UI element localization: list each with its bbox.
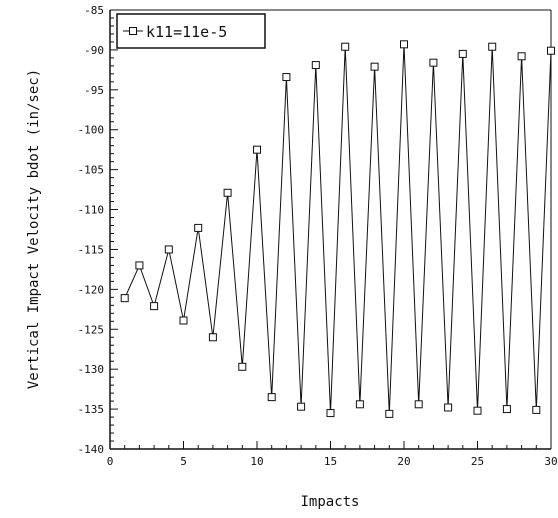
x-axis-ticks: 0 5 10 15 20 25 30 — [107, 441, 558, 468]
series-line — [124, 44, 552, 414]
y-tick-label: -105 — [78, 164, 105, 177]
data-point — [502, 405, 511, 414]
y-axis-title: Vertical Impact Velocity bdot (in/sec) — [26, 69, 42, 389]
data-point — [208, 333, 217, 342]
x-tick-label: 0 — [107, 455, 114, 468]
data-point — [267, 393, 276, 402]
y-tick-label: -135 — [78, 403, 105, 416]
x-tick-label: 15 — [324, 455, 337, 468]
data-point — [385, 409, 394, 418]
data-point — [473, 406, 482, 415]
data-point — [253, 145, 261, 154]
data-point — [429, 58, 438, 67]
data-point — [297, 402, 306, 411]
data-point — [488, 42, 497, 51]
x-axis-title: Impacts — [300, 494, 359, 510]
x-tick-label: 25 — [471, 455, 484, 468]
data-point — [341, 42, 350, 51]
data-point — [164, 245, 173, 254]
data-point — [326, 409, 335, 418]
y-tick-label: -110 — [78, 204, 105, 217]
data-point — [150, 302, 159, 311]
y-tick-label: -100 — [78, 124, 105, 137]
y-tick-label: -115 — [78, 243, 105, 256]
data-point — [532, 405, 541, 414]
data-point — [311, 61, 320, 70]
legend: k11=11e-5 — [116, 13, 266, 49]
data-point — [355, 400, 364, 409]
data-point — [370, 62, 379, 71]
data-point — [282, 73, 291, 82]
data-point — [414, 400, 423, 409]
y-axis-ticks: -85 -90 -95 -100 -105 -110 -115 -120 -125 -130 -13… — [78, 4, 118, 456]
data-point — [400, 40, 408, 49]
data-point — [120, 294, 129, 303]
data-point — [135, 261, 144, 270]
data-point — [547, 46, 555, 55]
data-point — [179, 316, 188, 325]
legend-marker — [129, 27, 137, 35]
data-point — [444, 403, 453, 412]
y-tick-label: -120 — [78, 283, 105, 296]
series-layer — [120, 40, 555, 418]
data-point — [238, 362, 247, 371]
data-point — [458, 49, 467, 58]
data-point — [223, 188, 232, 197]
data-point — [194, 223, 203, 232]
x-tick-label: 30 — [544, 455, 557, 468]
y-tick-label: -90 — [84, 44, 104, 57]
y-tick-label: -140 — [78, 443, 105, 456]
y-tick-label: -130 — [78, 363, 105, 376]
y-tick-label: -125 — [78, 323, 105, 336]
legend-label: k11=11e-5 — [146, 23, 227, 41]
x-tick-label: 5 — [180, 455, 187, 468]
data-point — [517, 52, 526, 61]
y-tick-label: -95 — [84, 84, 104, 97]
y-tick-label: -85 — [84, 4, 104, 17]
x-tick-label: 20 — [397, 455, 410, 468]
x-tick-label: 10 — [250, 455, 263, 468]
